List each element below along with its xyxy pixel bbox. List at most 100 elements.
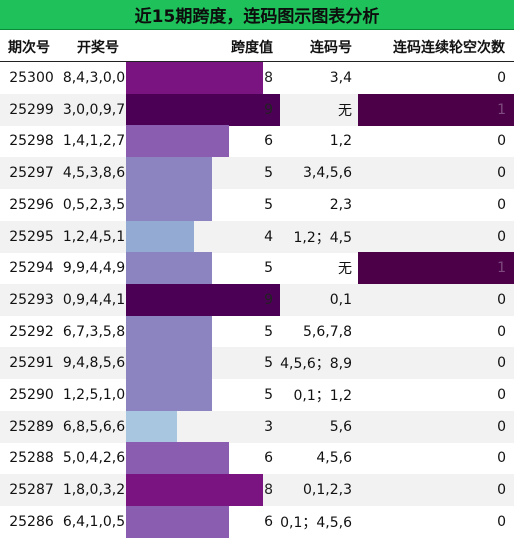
span-bar <box>126 125 229 158</box>
period-cell: 25288 <box>0 442 63 474</box>
table-row: 25293 0,9,4,4,1 9 0,1 0 <box>0 283 514 316</box>
span-bar <box>126 347 212 380</box>
count-cell: 1 <box>358 252 514 284</box>
table-row: 25298 1,4,1,2,7 6 1,2 0 <box>0 125 514 158</box>
period-cell: 25296 <box>0 189 63 221</box>
lianma-cell: 5,6 <box>280 411 352 443</box>
count-cell: 0 <box>358 189 514 221</box>
lianma-cell: 1,2 <box>280 125 352 157</box>
lianma-cell-text: 4,5,6；8,9 <box>280 356 352 373</box>
draw-cell-text: 6,8,5,6,6 <box>62 418 126 435</box>
draw-cell: 1,2,4,5,1 <box>63 221 125 253</box>
count-cell-text: 0 <box>497 70 506 86</box>
period-cell: 25297 <box>0 157 63 189</box>
lianma-cell: 1,2；4,5 <box>280 221 352 253</box>
draw-cell-text: 1,2,4,5,1 <box>62 228 126 245</box>
lianma-cell-text: 2,3 <box>329 196 352 213</box>
lianma-cell-text: 0,1 <box>329 291 352 308</box>
period-cell-text: 25286 <box>9 513 54 530</box>
lianma-cell-text: 0,1；4,5,6 <box>280 514 352 531</box>
period-cell-text: 25288 <box>9 450 54 467</box>
span-bar <box>126 157 212 190</box>
count-cell-text: 0 <box>497 291 506 308</box>
span-cell-text: 5 <box>264 165 273 182</box>
table-row: 25289 6,8,5,6,6 3 5,6 0 <box>0 410 514 443</box>
count-cell: 0 <box>358 442 514 474</box>
span-cell: 5 <box>126 379 273 411</box>
span-cell-text: 8 <box>264 70 273 86</box>
draw-cell-text: 8,4,3,0,0 <box>62 70 126 86</box>
draw-cell-text: 1,2,5,1,0 <box>62 387 126 403</box>
period-cell: 25287 <box>0 474 63 506</box>
lianma-cell: 无 <box>280 252 352 284</box>
draw-cell-text: 4,5,3,8,6 <box>62 165 126 182</box>
header-count: 连码连续轮空次数 <box>393 40 505 56</box>
span-cell-text: 9 <box>264 291 273 308</box>
span-cell: 5 <box>126 157 273 189</box>
count-cell-text: 0 <box>497 450 506 467</box>
period-cell: 25295 <box>0 221 63 253</box>
period-cell-text: 25287 <box>9 482 54 499</box>
count-cell: 0 <box>358 411 514 443</box>
table-row: 25299 3,0,0,9,7 9 无 1 <box>0 93 514 126</box>
span-cell: 5 <box>126 347 273 379</box>
span-cell-text: 9 <box>264 101 273 118</box>
period-cell-text: 25293 <box>9 291 54 308</box>
span-cell: 6 <box>126 125 273 157</box>
count-cell-text: 0 <box>497 196 506 213</box>
table-row: 25295 1,2,4,5,1 4 1,2；4,5 0 <box>0 220 514 253</box>
draw-cell: 1,8,0,3,2 <box>63 474 125 506</box>
lianma-cell: 2,3 <box>280 189 352 221</box>
period-cell-text: 25292 <box>9 323 54 340</box>
draw-cell-text: 1,8,0,3,2 <box>62 482 126 499</box>
count-cell-text: 0 <box>497 323 506 340</box>
period-cell: 25300 <box>0 62 63 94</box>
span-cell-text: 5 <box>264 323 273 340</box>
period-cell: 25298 <box>0 125 63 157</box>
table-row: 25290 1,2,5,1,0 5 0,1；1,2 0 <box>0 379 514 411</box>
draw-cell-text: 5,0,4,2,6 <box>62 450 126 467</box>
span-cell-text: 6 <box>264 450 273 467</box>
lianma-cell: 3,4 <box>280 62 352 94</box>
span-cell-text: 5 <box>264 387 273 403</box>
period-cell: 25292 <box>0 316 63 348</box>
period-cell-text: 25291 <box>9 355 54 372</box>
draw-cell: 4,5,3,8,6 <box>63 157 125 189</box>
span-cell-text: 5 <box>264 355 273 372</box>
count-cell-text: 0 <box>497 418 506 435</box>
count-cell-text: 0 <box>497 387 506 403</box>
lianma-cell: 0,1,2,3 <box>280 474 352 506</box>
span-bar <box>126 379 212 411</box>
lianma-cell-text: 无 <box>338 102 352 119</box>
lianma-cell-text: 1,2 <box>329 133 352 150</box>
span-cell: 9 <box>126 284 273 316</box>
span-cell-text: 6 <box>264 513 273 530</box>
table-row: 25296 0,5,2,3,5 5 2,3 0 <box>0 188 514 221</box>
table-row: 25297 4,5,3,8,6 5 3,4,5,6 0 <box>0 157 514 190</box>
table-row: 25300 8,4,3,0,0 8 3,4 0 <box>0 62 514 94</box>
period-cell-text: 25294 <box>9 260 54 277</box>
draw-cell: 1,2,5,1,0 <box>63 379 125 411</box>
count-cell-text: 0 <box>497 133 506 150</box>
draw-cell-text: 6,7,3,5,8 <box>62 323 126 340</box>
lianma-cell-text: 0,1,2,3 <box>303 482 352 499</box>
period-cell: 25290 <box>0 379 63 411</box>
draw-cell: 0,9,4,4,1 <box>63 284 125 316</box>
span-bar <box>126 62 263 94</box>
draw-cell: 9,9,4,4,9 <box>63 252 125 284</box>
span-cell: 5 <box>126 189 273 221</box>
span-bar <box>126 474 263 507</box>
lianma-cell: 4,5,6；8,9 <box>280 347 352 379</box>
span-cell: 9 <box>126 94 273 126</box>
count-cell: 0 <box>358 347 514 379</box>
span-cell: 4 <box>126 221 273 253</box>
table-row: 25294 9,9,4,4,9 5 无 1 <box>0 252 514 285</box>
period-cell-text: 25289 <box>9 418 54 435</box>
span-bar <box>126 252 212 285</box>
draw-cell-text: 3,0,0,9,7 <box>62 101 126 118</box>
lianma-cell-text: 3,4,5,6 <box>303 165 352 182</box>
table-row: 25286 6,4,1,0,5 6 0,1；4,5,6 0 <box>0 505 514 538</box>
header-lianma: 连码号 <box>310 40 352 56</box>
draw-cell-text: 1,4,1,2,7 <box>62 133 126 150</box>
draw-cell: 9,4,8,5,6 <box>63 347 125 379</box>
